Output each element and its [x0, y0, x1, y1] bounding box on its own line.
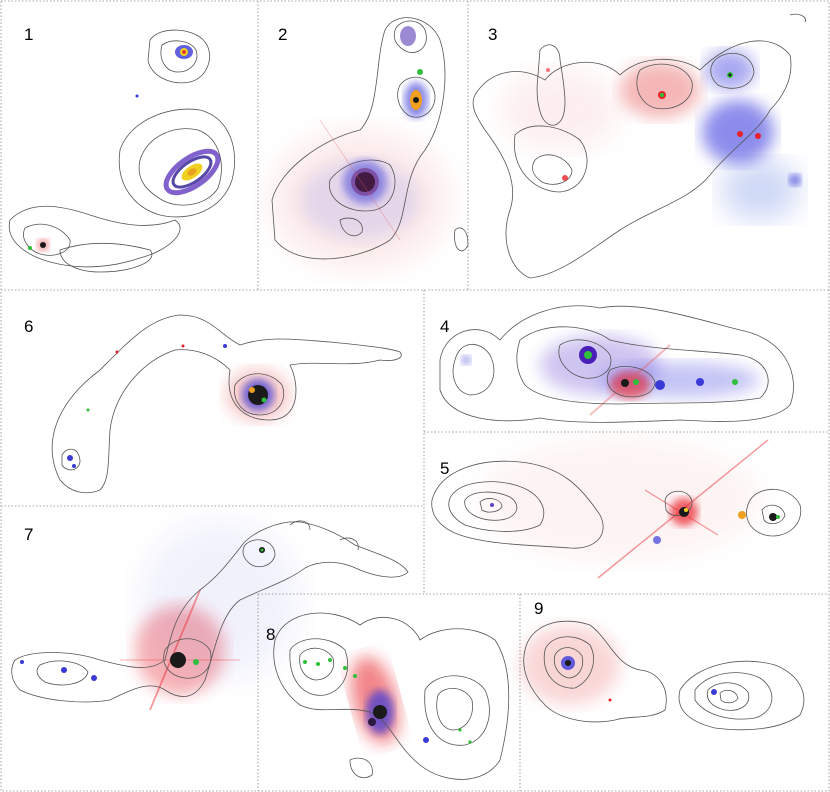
panel-3-label: 3 — [488, 25, 497, 44]
panel-5: 5 — [431, 439, 802, 579]
panel-4: 4 — [439, 305, 794, 423]
panel-6: 6 — [24, 314, 402, 494]
panel-9-label: 9 — [534, 599, 543, 618]
panel-1-label: 1 — [24, 25, 33, 44]
panel-8: 8 — [266, 612, 510, 780]
panel-5-label: 5 — [440, 459, 449, 478]
panel-3: 3 — [472, 13, 807, 279]
panel-9: 9 — [520, 599, 805, 731]
panel-7: 7 — [11, 520, 409, 711]
panel-2-label: 2 — [278, 25, 287, 44]
panel-6-label: 6 — [24, 317, 33, 336]
panel-8-label: 8 — [266, 625, 275, 644]
panel-1: 1 — [8, 25, 236, 273]
panel-2: 2 — [270, 17, 469, 270]
panel-1-spiral-galaxy — [163, 148, 221, 196]
panel-4-label: 4 — [440, 317, 449, 336]
panel-1-contours — [8, 29, 236, 273]
panel-7-label: 7 — [24, 525, 33, 544]
